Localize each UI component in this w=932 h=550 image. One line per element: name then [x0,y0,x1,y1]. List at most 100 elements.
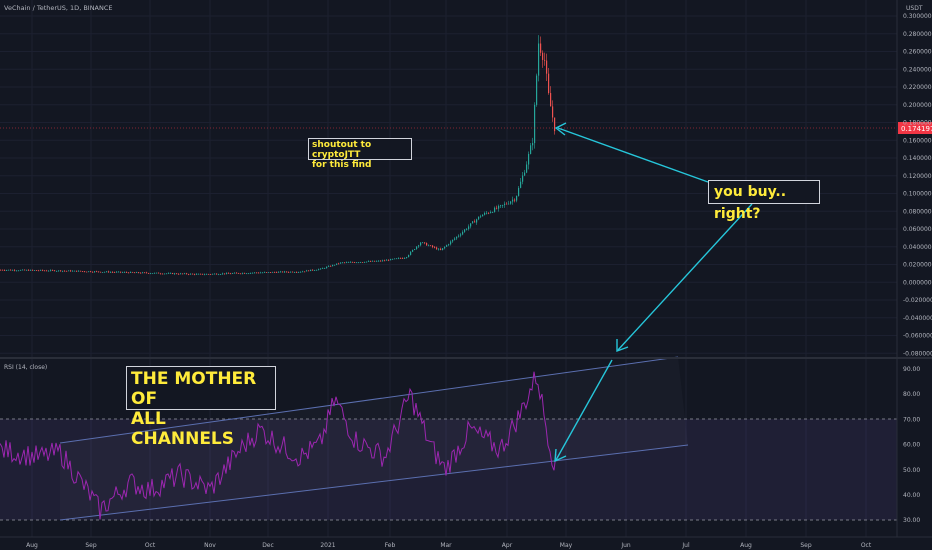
channels-line-2: ALL CHANNELS [131,409,235,449]
currency-label: USDT [906,5,923,12]
candle-body [446,245,448,247]
channel-lower-line [59,444,689,521]
candle-body [258,272,260,274]
candle-body [438,248,440,250]
candle-body [34,270,36,271]
candle-body [162,273,164,275]
candle-body [510,201,512,204]
shoutout-line-1: shoutout to cryptoJTT [312,140,372,160]
candle-body [204,274,206,276]
candle-body [256,272,258,274]
price-tick-label: 0.040000 [903,244,932,251]
candle-body [152,273,154,275]
candle-body [466,228,468,230]
candle-body [482,214,484,217]
candle-body [116,271,118,273]
price-tick-label: 0.080000 [903,208,932,215]
candle-body [236,272,238,274]
rsi-indicator-label[interactable]: RSI (14, close) [4,364,47,371]
candle-body [76,270,78,272]
candle-body [358,262,360,264]
candle-body [522,175,524,182]
candle-body [220,274,222,275]
price-tick-label: 0.200000 [903,102,932,109]
channels-note[interactable]: THE MOTHER OF ALL CHANNELS [126,366,276,449]
candle-body [376,260,378,262]
candle-body [316,269,318,271]
arrow-head-channel-top [616,339,629,352]
candle-body [74,270,76,272]
buy-note[interactable]: you buy.. right? [708,180,820,222]
candle-body [454,238,456,240]
candle-body [356,262,358,264]
candle-body [14,269,16,271]
candle-body [166,273,168,275]
candle-body [168,273,170,274]
candle-body [494,207,496,213]
candle-body [500,205,502,207]
candle-body [350,261,352,263]
candle-body [478,216,480,220]
channels-line-1: THE MOTHER OF [131,369,257,409]
candle-body [188,274,190,275]
candle-body [132,271,134,273]
candle-body [398,257,400,259]
price-tick-label: 0.020000 [903,262,932,269]
candle-body [502,204,504,206]
candle-body [146,272,148,274]
candle-body [142,272,144,274]
price-tick-label: 0.300000 [903,13,932,20]
candle-body [6,270,8,271]
candle-body [292,271,294,273]
candle-body [100,271,102,273]
candle-body [30,269,32,271]
candle-body [86,271,88,273]
candle-body [62,270,64,272]
candle-body [190,273,192,275]
price-tick-label: -0.080000 [903,350,932,357]
candle-body [430,245,432,247]
candle-body [224,273,226,275]
channel-fill [60,357,688,520]
candle-body [520,181,522,188]
price-tick-label: 0.000000 [903,279,932,286]
candle-body [140,272,142,274]
rsi-tick-label: 70.00 [903,416,920,423]
candle-body [420,242,422,246]
candle-body [194,273,196,275]
time-tick-label: 2021 [320,542,335,549]
candle-body [332,264,334,267]
symbol-title[interactable]: VeChain / TetherUS, 1D, BINANCE [4,4,113,12]
candle-body [228,272,230,274]
candle-body [348,262,350,263]
candle-body [512,199,514,202]
candle-body [388,259,390,261]
time-tick-label: Aug [26,542,38,549]
candle-body [536,75,538,105]
rsi-axis[interactable]: 90.00 80.00 70.00 60.00 50.00 40.00 30.00 [903,366,920,524]
candle-body [330,265,332,267]
candle-body [124,272,126,273]
candle-body [70,270,72,272]
candle-body [404,257,406,259]
candle-body [460,234,462,236]
time-axis[interactable]: Aug Sep Oct Nov Dec 2021 Feb Mar Apr May Jun Jul Aug… [26,542,872,549]
candle-body [180,273,182,275]
time-tick-label: Aug [740,542,752,549]
candle-body [434,247,436,248]
candle-body [374,260,376,262]
candle-body [362,262,364,263]
candle-body [160,273,162,275]
candle-body [42,269,44,271]
shoutout-note[interactable]: shoutout to cryptoJTT for this find [308,138,412,170]
candle-body [80,270,82,272]
price-axis[interactable]: 0.300000 0.280000 0.260000 0.240000 0.220000… [903,13,932,357]
arrow-head-channel-bottom [554,448,567,463]
candle-body [182,273,184,275]
candle-body [336,263,338,265]
candle-body [304,271,306,273]
price-tick-label: 0.160000 [903,137,932,144]
candle-body [58,270,60,272]
candle-body [164,273,166,275]
